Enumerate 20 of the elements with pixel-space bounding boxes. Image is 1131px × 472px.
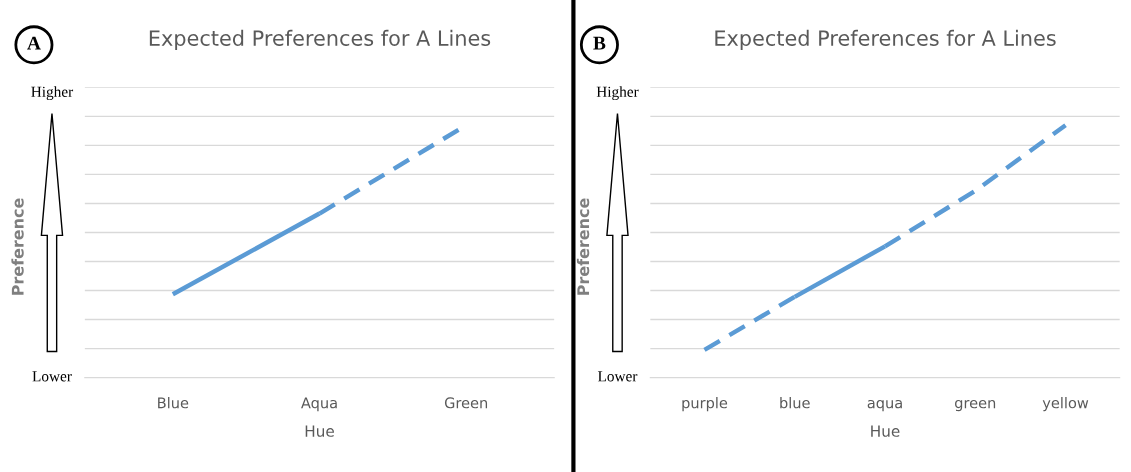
text: B [593, 36, 606, 50]
chart-title: Expected Preferences for A Lines [715, 29, 1056, 50]
text: Lower [32, 371, 72, 382]
text: Higher [31, 86, 74, 101]
x-tick-label: purple [682, 397, 728, 412]
x-tick-label: Aqua [301, 397, 337, 412]
x-axis-title: Hue [871, 425, 900, 437]
y-axis-title: Preference [11, 198, 24, 295]
chart-title: Expected Preferences for A Lines [149, 29, 491, 50]
text: A [27, 36, 41, 50]
x-tick-label: blue [780, 397, 810, 409]
x-tick-label: yellow [1042, 397, 1089, 412]
text: Higher [596, 86, 639, 101]
x-tick-label: green [955, 399, 996, 412]
text: Lower [597, 371, 638, 382]
y-axis-title: Preference [576, 198, 590, 295]
x-axis-title: Hue [305, 425, 334, 437]
x-tick-label: Blue [158, 397, 189, 409]
x-tick-label: aqua [867, 399, 902, 412]
x-tick-label: Green [444, 397, 488, 409]
